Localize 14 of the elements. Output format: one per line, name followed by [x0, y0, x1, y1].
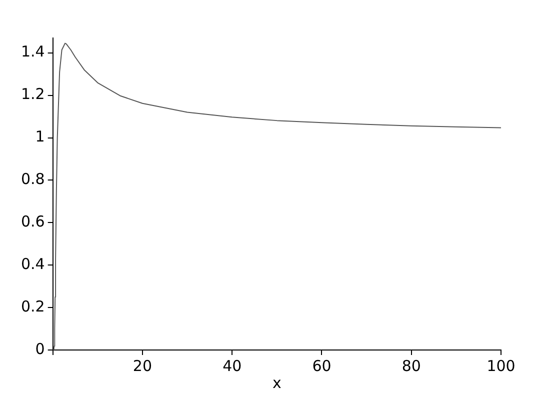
- y-tick-label: 0.4: [20, 254, 45, 273]
- x-tick-label: 40: [222, 356, 242, 375]
- y-tick-label: 1: [35, 128, 45, 146]
- y-tick-label: 0.8: [20, 170, 45, 188]
- x-tick-label: 20: [132, 356, 152, 375]
- x-tick-label: 60: [312, 356, 332, 375]
- x-axis-title: x: [272, 374, 282, 392]
- x-tick-label: 80: [402, 356, 421, 375]
- y-tick-label: 0.2: [20, 297, 45, 316]
- y-tick-label: 0.6: [20, 212, 45, 231]
- y-tick-label: 1.2: [20, 85, 45, 104]
- y-tick-label: 1.4: [20, 42, 45, 61]
- x-tick-label: 100: [486, 356, 516, 375]
- y-tick-label: 0: [35, 340, 45, 358]
